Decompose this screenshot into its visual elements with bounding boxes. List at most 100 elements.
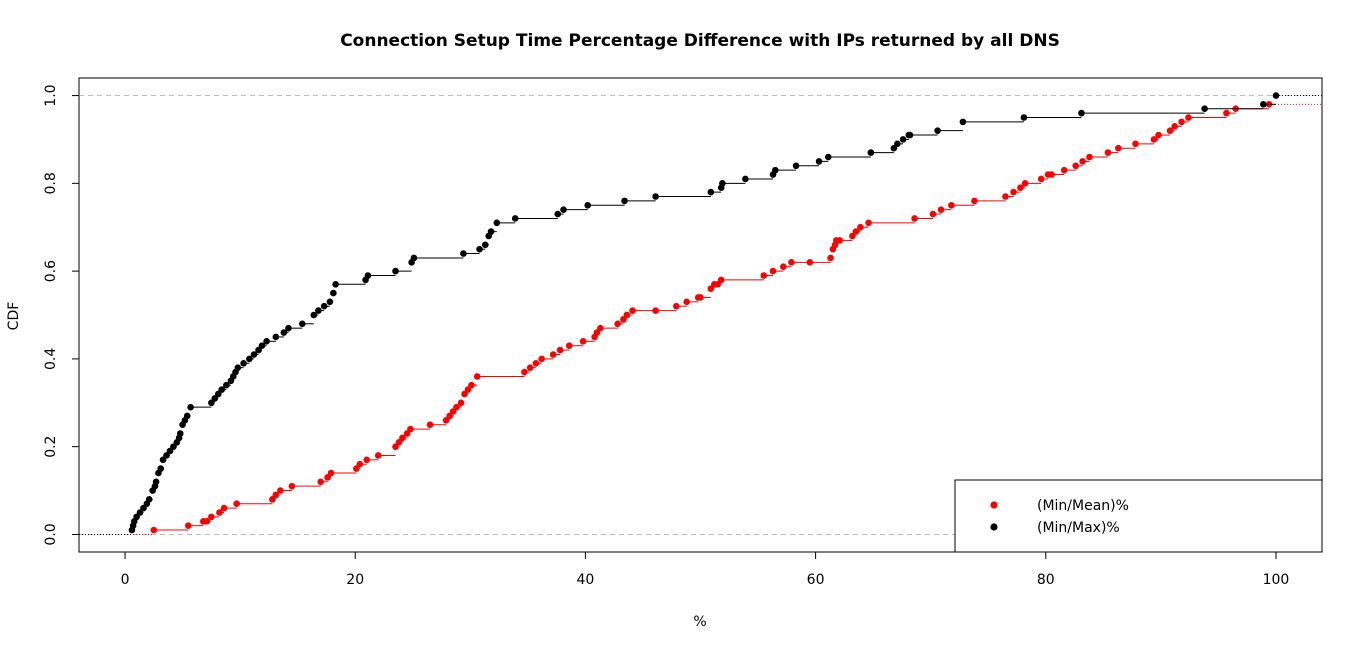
series-0-point-77 [1002,193,1009,200]
series-0-point-33 [473,373,481,380]
series-1-point-69 [742,175,749,183]
series-1-point-58 [487,228,495,235]
series-0-point-62 [806,259,814,266]
series-1-point-28 [223,381,230,389]
series-1-point-61 [554,210,562,218]
y-axis-label: CDF [6,302,22,331]
series-0-point-78 [1010,188,1017,196]
series-1-point-45 [320,302,328,310]
series-0-point-29 [457,399,465,407]
series-1-point-37 [258,342,266,350]
series-0-point-85 [1072,162,1080,170]
series-1-point-7 [145,496,153,503]
series-0-point-39 [556,346,564,354]
legend-label-min-mean: (Min/Mean)% [1037,498,1129,514]
series-0-point-81 [1037,175,1045,183]
series-0-point-16 [356,460,364,468]
y-tick-label-4: 0.8 [43,172,59,194]
series-0-point-0 [150,526,158,534]
series-0-point-70 [857,223,864,231]
series-0 [79,101,1322,535]
series-1-point-41 [285,324,292,332]
y-tick-label-2: 0.4 [43,348,59,370]
series-0-point-49 [652,307,659,314]
series-0-point-28 [453,403,460,411]
y-tick-label-1: 0.2 [43,436,59,458]
series-0-point-83 [1048,171,1055,178]
series-0-point-74 [937,206,945,213]
series-1-point-54 [460,250,467,257]
series-1-point-59 [493,219,501,227]
series-0-point-61 [788,259,795,266]
series-1-point-32 [234,364,242,371]
series-0-point-69 [852,228,860,235]
series-1-point-38 [263,338,270,345]
series-0-point-51 [683,298,690,306]
series-0-point-41 [579,338,587,345]
x-axis-label: % [693,614,706,630]
series-0-point-91 [1150,136,1158,143]
series-0-point-72 [911,215,918,222]
series-0-point-86 [1079,158,1086,165]
series-1-point-87 [1272,92,1280,99]
series-0-point-6 [220,504,228,512]
series-1-point-62 [560,206,567,213]
y-tick-label-3: 0.6 [43,260,59,282]
series-0-point-90 [1132,140,1139,148]
series-0-point-38 [549,351,557,358]
series-1-point-77 [894,140,901,148]
series-0-point-89 [1114,144,1122,152]
series-0-point-53 [697,294,704,301]
series-0-point-3 [203,517,211,525]
series-1-point-39 [272,333,280,341]
series-1-point-43 [310,311,318,319]
series-1-point-74 [824,153,832,161]
series-0-point-35 [526,364,534,371]
series-1-point-46 [326,298,334,306]
series-0-point-24 [426,421,434,429]
series-0-point-94 [1171,122,1178,130]
series-1-point-82 [959,118,967,126]
series-1-point-66 [707,188,715,196]
series-0-point-96 [1185,114,1192,121]
series-0-point-71 [865,219,872,227]
series-1-point-83 [1020,114,1028,121]
series-0-point-14 [327,469,335,477]
legend-marker-min-max [990,523,998,531]
series-0-point-67 [836,237,844,244]
series-1-point-80 [906,131,914,139]
series-1-point-34 [246,355,253,363]
series-1-point-10 [152,478,160,486]
legend: (Min/Mean)% (Min/Max)% [954,479,1323,553]
series-0-point-84 [1060,166,1068,174]
series-0-point-32 [468,381,475,389]
series-1-point-12 [157,465,165,472]
series-1-point-78 [899,136,907,143]
series-1-point-86 [1260,101,1267,108]
x-tick-label-3: 60 [807,572,825,588]
series-0-point-95 [1178,118,1185,126]
series-0-point-12 [317,478,324,486]
series-1-point-71 [772,166,779,174]
series-0-point-73 [929,210,937,218]
series-0-point-88 [1104,149,1112,156]
series-1-point-72 [792,162,800,170]
series-0-point-36 [532,359,540,367]
series-0-point-45 [614,320,621,328]
y-axis: 0.0 0.2 0.4 0.6 0.8 1.0 [43,84,80,546]
series-0-point-57 [717,276,725,284]
y-tick-label-5: 1.0 [43,84,59,106]
series-1-point-51 [392,267,399,275]
series-0-point-97 [1223,109,1230,117]
series-1-point-42 [298,320,306,328]
x-tick-label-2: 40 [576,572,594,588]
series-1-point-35 [250,351,258,358]
series-0-point-21 [399,434,406,442]
series-0-point-47 [623,311,631,319]
series-1-point-33 [240,359,247,367]
x-tick-label-4: 80 [1037,572,1055,588]
series-1-point-75 [867,149,875,156]
series-1-point-22 [183,412,191,420]
legend-box [954,479,1323,553]
